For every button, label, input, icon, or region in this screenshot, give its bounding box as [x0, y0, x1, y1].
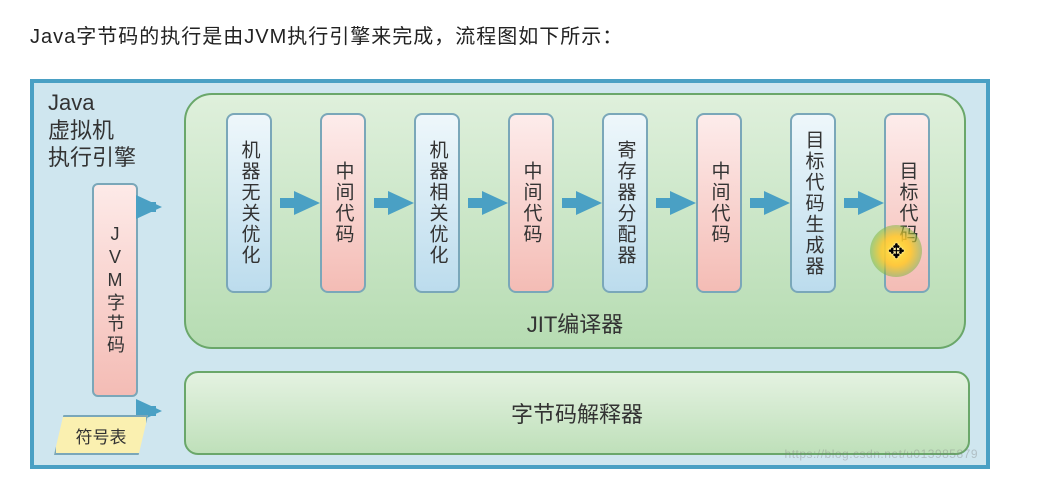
- arrow-to-jit: [136, 195, 162, 219]
- stage-label: 目标代码生成器: [800, 130, 827, 277]
- stage-6: 目标代码生成器: [790, 113, 836, 293]
- stage-label: 机器相关优化: [424, 140, 451, 266]
- stage-3: 中间代码: [508, 113, 554, 293]
- jit-label: JIT编译器: [186, 307, 964, 339]
- interpreter-label: 字节码解释器: [511, 397, 643, 429]
- intro-text: Java字节码的执行是由JVM执行引擎来完成，流程图如下所示：: [30, 20, 1011, 49]
- stage-arrow-3: [576, 191, 602, 215]
- engine-title: Java虚拟机执行引擎: [48, 89, 136, 172]
- move-cursor-icon: ✥: [888, 239, 905, 264]
- stage-label: 中间代码: [706, 161, 733, 245]
- stage-4: 寄存器分配器: [602, 113, 648, 293]
- bytecode-box: JVM字节码: [92, 183, 138, 397]
- symbol-table-box: 符号表: [54, 415, 148, 455]
- symbol-table-label: 符号表: [76, 423, 127, 448]
- stage-label: 寄存器分配器: [612, 140, 639, 266]
- stage-arrow-5: [764, 191, 790, 215]
- stage-2: 机器相关优化: [414, 113, 460, 293]
- stage-arrow-0: [294, 191, 320, 215]
- stage-arrow-4: [670, 191, 696, 215]
- stage-1: 中间代码: [320, 113, 366, 293]
- jvm-engine-diagram: Java虚拟机执行引擎 JVM字节码 JIT编译器 机器无关优化 中间代码 机器相关…: [30, 79, 990, 469]
- bytecode-label: JVM字节码: [102, 224, 128, 356]
- stage-arrow-6: [858, 191, 884, 215]
- stage-label: 机器无关优化: [236, 140, 263, 266]
- stage-0: 机器无关优化: [226, 113, 272, 293]
- stage-5: 中间代码: [696, 113, 742, 293]
- stage-arrow-2: [482, 191, 508, 215]
- stage-label: 中间代码: [330, 161, 357, 245]
- stage-label: 中间代码: [518, 161, 545, 245]
- interpreter-container: 字节码解释器: [184, 371, 970, 455]
- jit-compiler-container: JIT编译器 机器无关优化 中间代码 机器相关优化 中间代码 寄存器分配器 中间代码 目标代…: [184, 93, 966, 349]
- stage-arrow-1: [388, 191, 414, 215]
- watermark-text: https://blog.csdn.net/u013985879: [785, 447, 978, 461]
